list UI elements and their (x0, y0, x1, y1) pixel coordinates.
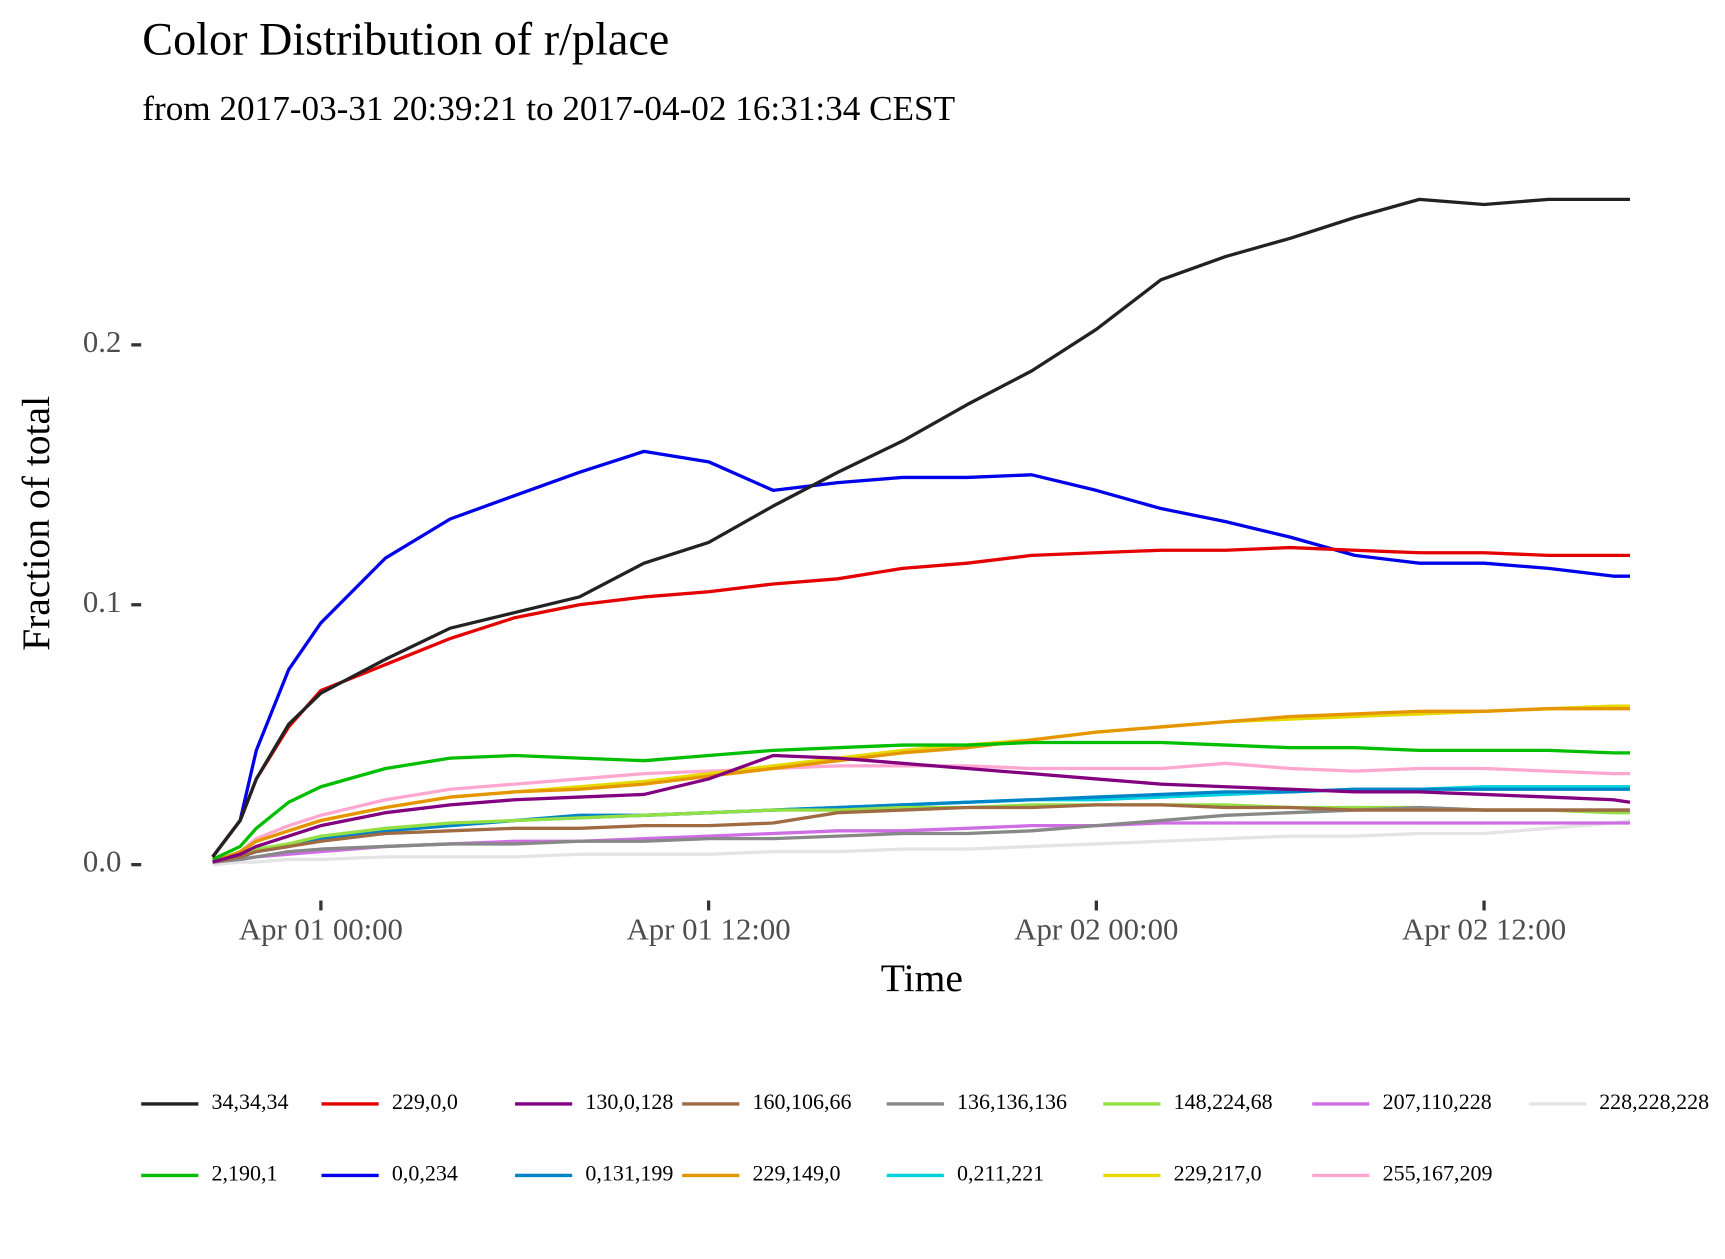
x-tick-label: Apr 01 12:00 (627, 912, 791, 946)
legend-label: 0,0,234 (392, 1160, 458, 1185)
x-tick-label: Apr 01 00:00 (239, 912, 403, 946)
series-line (212, 704, 1630, 864)
legend-label: 130,0,128 (585, 1089, 673, 1114)
legend-label: 229,149,0 (753, 1160, 841, 1185)
x-tick-label: Apr 02 12:00 (1402, 912, 1566, 946)
series-line (211, 197, 1630, 858)
series-line (212, 805, 1630, 864)
legend-label: 0,131,199 (585, 1160, 673, 1185)
y-tick-label: 0.0 (83, 845, 121, 879)
legend-label: 34,34,34 (212, 1089, 289, 1114)
series-line (212, 803, 1630, 864)
legend-label: 229,0,0 (392, 1089, 458, 1114)
legend-label: 148,224,68 (1174, 1089, 1273, 1114)
legend-label: 229,217,0 (1174, 1160, 1262, 1185)
x-axis-title: Time (881, 956, 963, 1000)
legend-label: 207,110,228 (1383, 1089, 1492, 1114)
y-tick-label: 0.1 (83, 585, 121, 619)
chart-title: Color Distribution of r/place (142, 14, 669, 65)
series-line (212, 787, 1630, 864)
chart-subtitle: from 2017-03-31 20:39:21 to 2017-04-02 1… (142, 89, 955, 128)
legend-label: 228,228,228 (1599, 1089, 1709, 1114)
legend-label: 2,190,1 (212, 1160, 278, 1185)
legend-label: 0,211,221 (957, 1160, 1044, 1185)
legend-label: 160,106,66 (753, 1089, 852, 1114)
y-tick-label: 0.2 (83, 325, 121, 359)
series-line (212, 761, 1630, 864)
legend-label: 255,167,209 (1383, 1160, 1493, 1185)
series-line (211, 449, 1630, 858)
y-axis-title: Fraction of total (14, 396, 58, 651)
series-line (211, 740, 1630, 861)
legend-label: 136,136,136 (957, 1089, 1067, 1114)
series-line (212, 821, 1630, 864)
series-line (212, 753, 1631, 864)
series-line (212, 818, 1631, 867)
x-tick-label: Apr 02 00:00 (1014, 912, 1178, 946)
series-line (212, 707, 1630, 864)
